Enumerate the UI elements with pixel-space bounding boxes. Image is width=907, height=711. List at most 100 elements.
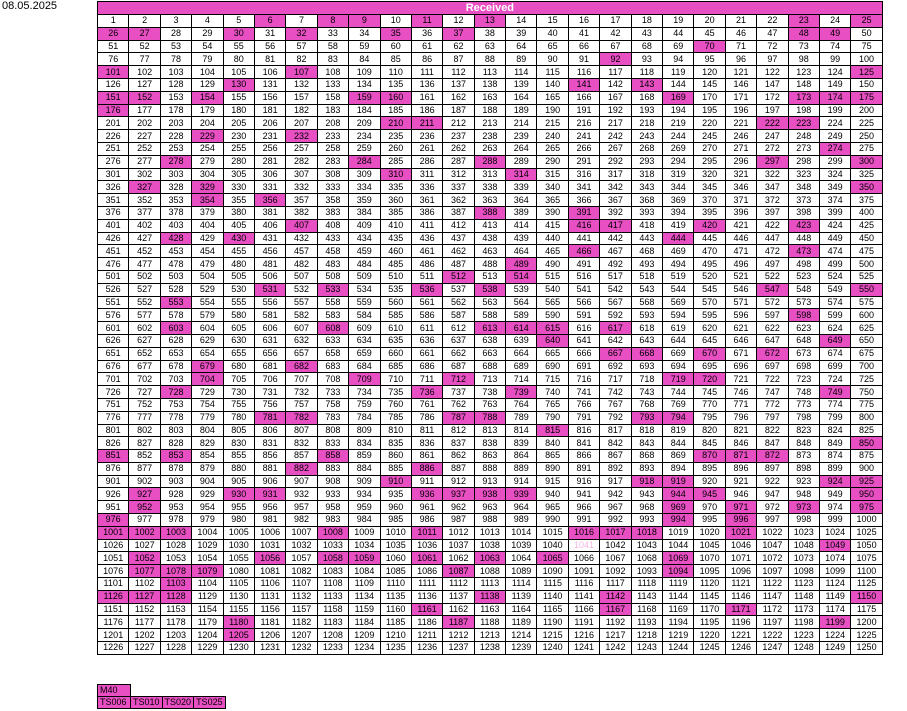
grid-cell: 187: [442, 103, 475, 118]
grid-row: 551 552 553 554 555 556 557 558 559 560 561 562 563 5…: [96, 295, 883, 310]
grid-cell: 54: [191, 39, 224, 54]
grid-cell: 655: [222, 346, 255, 361]
grid-cell: 351: [96, 193, 130, 207]
grid-cell: 101: [96, 65, 130, 79]
grid-cell: 372: [756, 193, 789, 207]
grid-cell: 19: [662, 14, 695, 28]
grid-cell: 122: [756, 65, 789, 79]
grid-cell: 565: [536, 295, 569, 310]
grid-cell: 896: [724, 461, 758, 476]
grid-cell: 340: [536, 180, 569, 195]
grid-cell: 921: [724, 474, 758, 489]
grid-cell: 282: [285, 154, 318, 169]
grid-cell: 183: [316, 103, 350, 118]
grid-cell: 917: [599, 474, 632, 489]
legend-item: TS006: [97, 696, 131, 709]
grid-cell: 341: [567, 180, 601, 195]
grid-cell: 455: [222, 244, 255, 259]
grid-cell: 1070: [693, 551, 726, 566]
grid-cell: 234: [348, 129, 381, 143]
grid-cell: 612: [442, 321, 475, 335]
grid-cell: 621: [724, 321, 758, 335]
grid-cell: 306: [253, 167, 287, 182]
grid-cell: 316: [567, 167, 601, 182]
grid-cell: 942: [599, 487, 632, 502]
grid-cell: 18: [630, 14, 664, 28]
grid-cell: 850: [850, 436, 883, 451]
grid-cell: 53: [159, 39, 193, 54]
grid-cell: 405: [222, 218, 255, 233]
grid-cell: 773: [787, 397, 820, 412]
grid-cell: 451: [96, 244, 130, 259]
grid-cell: 270: [693, 141, 726, 156]
grid-cell: 504: [191, 269, 224, 284]
grid-cell: 406: [253, 218, 287, 233]
grid-cell: 1145: [693, 589, 726, 604]
grid-cell: 622: [756, 321, 789, 335]
grid-cell: 631: [253, 333, 287, 348]
grid-cell: 78: [159, 52, 193, 67]
grid-cell: 635: [379, 333, 412, 348]
grid-cell: 447: [756, 231, 789, 246]
grid-cell: 149: [818, 77, 852, 92]
grid-cell: 671: [724, 346, 758, 361]
grid-cell: 1249: [818, 641, 852, 655]
grid-cell: 1112: [442, 577, 475, 591]
grid-cell: 39: [505, 26, 538, 41]
grid-cell: 719: [662, 372, 695, 387]
grid-cell: 875: [850, 449, 883, 463]
grid-cell: 507: [285, 269, 318, 284]
grid-cell: 1128: [159, 589, 193, 604]
grid-cell: 924: [818, 474, 852, 489]
grid-cell: 350: [850, 180, 883, 195]
grid-cell: 1229: [191, 641, 224, 655]
grid-cell: 1202: [128, 628, 161, 643]
grid-row: 601 602 603 604 605 606 607 608 609 610 611 612 613 6…: [96, 321, 883, 335]
grid-cell: 678: [159, 359, 193, 374]
grid-cell: 553: [159, 295, 193, 310]
grid-cell: 670: [693, 346, 726, 361]
grid-cell: 398: [787, 205, 820, 220]
grid-cell: 558: [316, 295, 350, 310]
grid-cell: 263: [473, 141, 507, 156]
grid-cell: 1032: [285, 538, 318, 553]
grid-cell: 1153: [159, 602, 193, 617]
grid-cell: 838: [473, 436, 507, 451]
grid-cell: 199: [818, 103, 852, 118]
grid-cell: 226: [96, 129, 130, 143]
grid-row: 176 177 178 179 180 181 182 183 184 185 186 187 188 1…: [96, 103, 883, 118]
grid-cell: 718: [630, 372, 664, 387]
grid-cell: 403: [159, 218, 193, 233]
grid-cell: 1179: [191, 615, 224, 630]
grid-cell: 1018: [630, 525, 664, 540]
grid-row: 26 27 28 29 30 31 32 33 34 35 36 37 38 39 40 41 42 43 44 45…: [96, 26, 883, 41]
grid-cell: 6: [253, 14, 287, 28]
grid-cell: 214: [505, 116, 538, 131]
grid-cell: 582: [285, 308, 318, 323]
grid-cell: 943: [630, 487, 664, 502]
grid-cell: 252: [128, 141, 161, 156]
grid-cell: 227: [128, 129, 161, 143]
grid-cell: 1119: [662, 577, 695, 591]
grid-cell: 827: [128, 436, 161, 451]
grid-cell: 634: [348, 333, 381, 348]
grid-cell: 492: [599, 257, 632, 271]
grid-cell: 1242: [599, 641, 632, 655]
grid-cell: 625: [850, 321, 883, 335]
grid-cell: 944: [662, 487, 695, 502]
grid-cell: 873: [787, 449, 820, 463]
grid-cell: 865: [536, 449, 569, 463]
grid-cell: 799: [818, 410, 852, 425]
grid-cell: 75: [850, 39, 883, 54]
grid-cell: 390: [536, 205, 569, 220]
grid-cell: 713: [473, 372, 507, 387]
grid-cell: 691: [567, 359, 601, 374]
grid-cell: 111: [410, 65, 444, 79]
grid-cell: 1241: [567, 641, 601, 655]
grid-cell: 172: [756, 90, 789, 105]
grid-cell: 462: [442, 244, 475, 259]
grid-cell: 1031: [253, 538, 287, 553]
grid-cell: 730: [222, 385, 255, 399]
grid-cell: 1185: [379, 615, 412, 630]
grid-cell: 56: [253, 39, 287, 54]
